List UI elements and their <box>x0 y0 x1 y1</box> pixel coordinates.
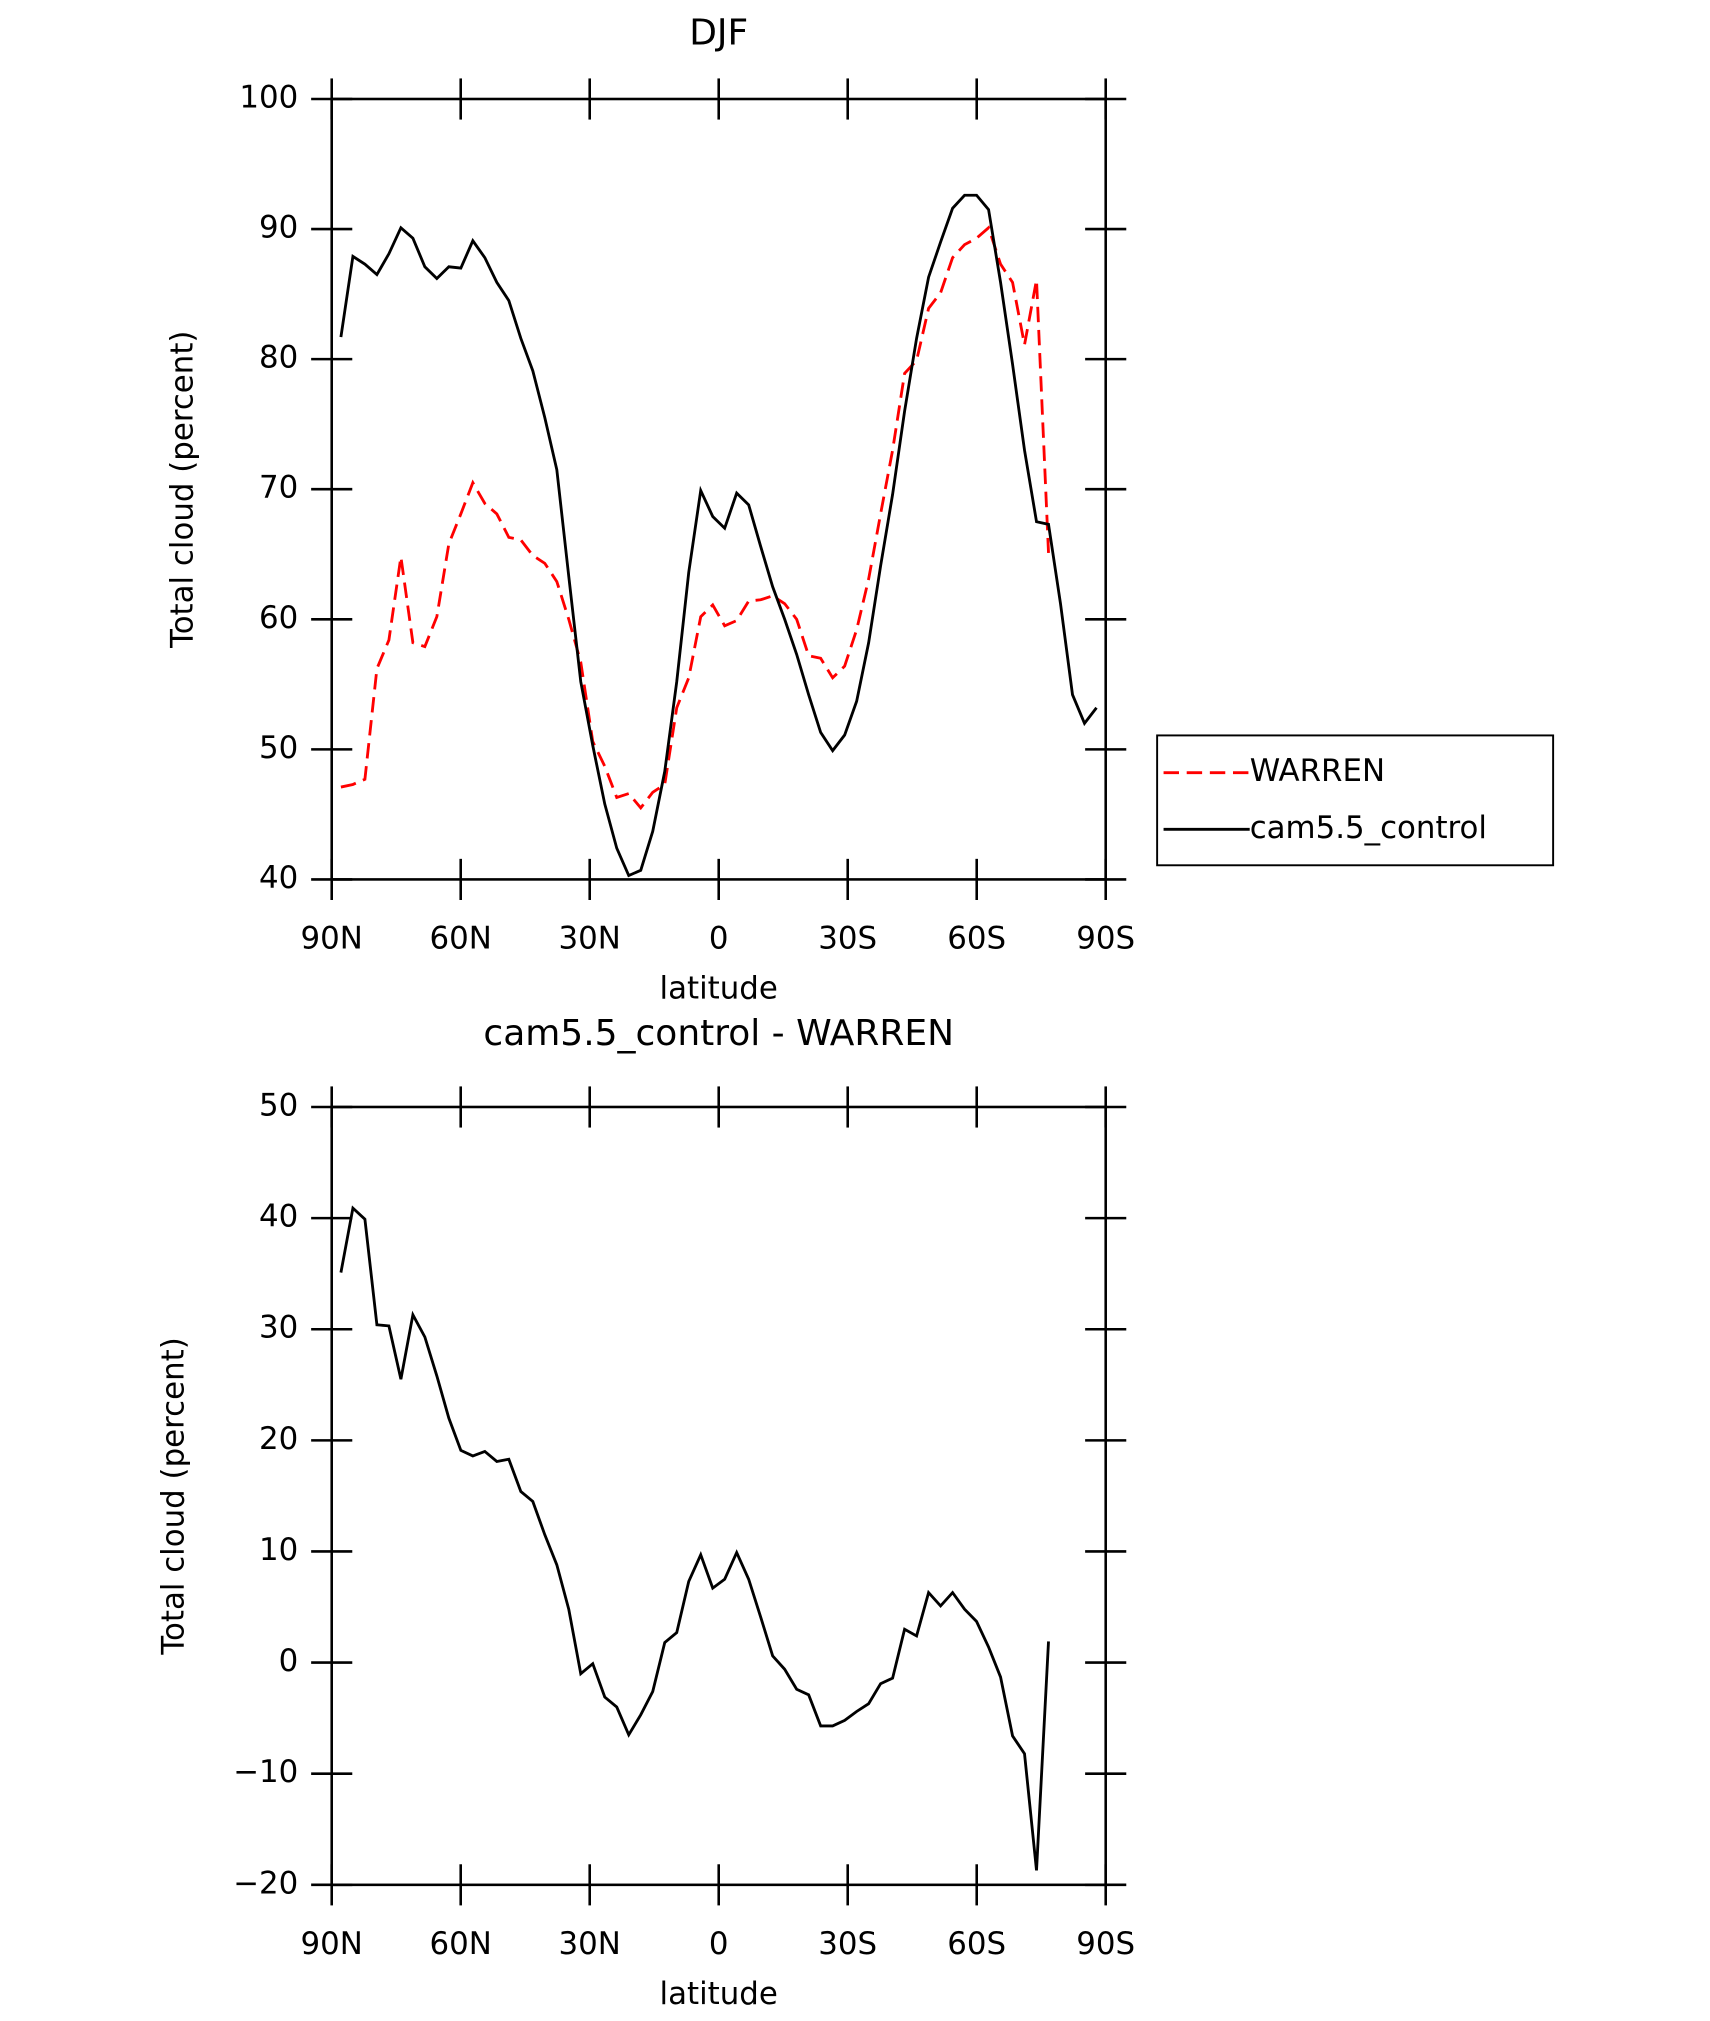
plot-frame <box>330 1105 1107 1887</box>
x-tick-label: 90S <box>1076 1926 1135 1962</box>
x-tick-label: 60S <box>947 920 1006 956</box>
x-tick-label: 60S <box>947 1926 1006 1962</box>
x-tick-label: 30S <box>818 920 877 956</box>
y-tick-label: 70 <box>259 470 298 506</box>
data-line <box>339 1205 1050 1871</box>
y-tick-label: 100 <box>239 79 298 115</box>
x-tick-label: 90N <box>301 1926 363 1962</box>
x-tick-label: 60N <box>430 1926 492 1962</box>
x-tick-label: 90N <box>301 920 363 956</box>
x-axis-label: latitude <box>660 970 778 1006</box>
x-tick-label: 30N <box>559 920 621 956</box>
y-tick-label: 10 <box>259 1532 298 1568</box>
x-tick-label: 90S <box>1076 920 1135 956</box>
x-tick-label: 30S <box>818 1926 877 1962</box>
y-axis-label: Total cloud (percent) <box>155 1337 191 1655</box>
legend-label: cam5.5_control <box>1250 810 1487 846</box>
legend-box <box>1156 734 1555 867</box>
y-tick-label: 80 <box>259 340 298 376</box>
y-axis-label: Total cloud (percent) <box>164 331 200 649</box>
chart-title: cam5.5_control - WARREN <box>483 1013 954 1054</box>
y-tick-label: 20 <box>259 1421 298 1457</box>
y-tick-label: 0 <box>279 1643 299 1679</box>
y-tick-label: −20 <box>233 1865 298 1901</box>
y-tick-label: 40 <box>259 860 298 896</box>
y-tick-label: 30 <box>259 1310 298 1346</box>
y-tick-label: 50 <box>259 1087 298 1123</box>
x-tick-label: 60N <box>430 920 492 956</box>
y-tick-label: 50 <box>259 730 298 766</box>
legend-label: WARREN <box>1250 753 1385 789</box>
chart-title: DJF <box>689 13 748 54</box>
x-tick-label: 0 <box>709 1926 729 1962</box>
x-tick-label: 0 <box>709 920 729 956</box>
data-line <box>339 193 1098 878</box>
x-tick-label: 30N <box>559 1926 621 1962</box>
data-line <box>340 225 1050 811</box>
y-tick-label: 60 <box>259 600 298 636</box>
y-tick-label: 40 <box>259 1199 298 1235</box>
x-axis-label: latitude <box>660 1976 778 2012</box>
figure-body: DJF latitude Total cloud (percent) 40 50 60 70… <box>155 13 1555 2012</box>
y-tick-label: −10 <box>233 1754 298 1790</box>
y-tick-label: 90 <box>259 210 298 246</box>
